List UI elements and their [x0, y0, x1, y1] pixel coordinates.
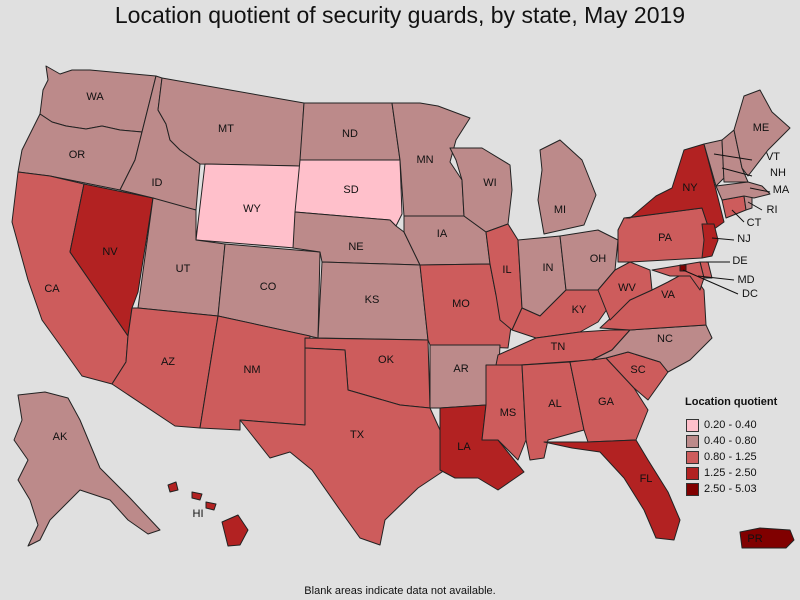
state-label-de: DE: [732, 255, 747, 267]
state-pr[interactable]: [739, 527, 795, 549]
state-nc[interactable]: [591, 324, 713, 373]
legend-label: 0.40 - 0.80: [704, 435, 757, 447]
state-label-md: MD: [737, 274, 754, 286]
state-mi[interactable]: [537, 139, 597, 235]
state-label-ri: RI: [767, 204, 778, 216]
label-callout-line: [749, 187, 771, 193]
state-ma[interactable]: [715, 181, 771, 201]
label-callout-line: [711, 237, 735, 241]
state-label-or: OR: [69, 149, 86, 161]
footnote: Blank areas indicate data not available.: [304, 585, 496, 597]
state-label-ak: AK: [53, 431, 68, 443]
state-label-nj: NJ: [737, 233, 750, 245]
legend-item: 0.40 - 0.80: [685, 433, 800, 449]
state-label-ky: KY: [572, 304, 587, 316]
state-label-vt: VT: [766, 151, 780, 163]
label-callout-line: [721, 167, 753, 177]
map-legend: Location quotient 0.20 - 0.40 0.40 - 0.80…: [685, 396, 800, 497]
state-label-tx: TX: [350, 429, 365, 441]
state-label-co: CO: [260, 281, 277, 293]
state-label-tn: TN: [551, 341, 566, 353]
state-label-dc: DC: [742, 288, 758, 300]
label-callout-line: [747, 201, 763, 211]
label-callout-line: [682, 269, 739, 295]
legend-swatch: [686, 482, 699, 496]
legend-item: 1.25 - 2.50: [685, 465, 800, 481]
state-label-al: AL: [548, 398, 561, 410]
state-label-ms: MS: [500, 407, 517, 419]
state-label-hi: HI: [193, 508, 204, 520]
state-label-pr: PR: [747, 533, 762, 545]
state-label-nh: NH: [770, 167, 786, 179]
label-callout-line: [697, 275, 735, 281]
state-label-nd: ND: [342, 128, 358, 140]
state-label-wv: WV: [618, 282, 636, 294]
state-label-nv: NV: [102, 246, 118, 258]
state-tx[interactable]: [239, 347, 446, 546]
legend-swatch: [686, 450, 699, 464]
state-label-ok: OK: [378, 354, 395, 366]
state-label-ca: CA: [44, 283, 60, 295]
state-label-in: IN: [543, 262, 554, 274]
state-label-wy: WY: [243, 203, 261, 215]
legend-label: 1.25 - 2.50: [704, 467, 757, 479]
state-nh[interactable]: [721, 129, 749, 183]
legend-swatch: [686, 418, 699, 432]
state-label-wa: WA: [86, 91, 104, 103]
state-label-mt: MT: [218, 123, 234, 135]
legend-swatch: [686, 466, 699, 480]
state-label-ct: CT: [747, 217, 762, 229]
state-label-fl: FL: [640, 473, 653, 485]
legend-swatch: [686, 434, 699, 448]
state-label-ga: GA: [598, 396, 615, 408]
state-label-ma: MA: [773, 184, 790, 196]
state-label-ks: KS: [365, 294, 380, 306]
state-label-nm: NM: [243, 364, 260, 376]
state-fl[interactable]: [543, 439, 681, 541]
state-label-id: ID: [152, 177, 163, 189]
state-label-sd: SD: [343, 184, 358, 196]
state-nj[interactable]: [701, 223, 719, 259]
state-label-ar: AR: [453, 363, 468, 375]
state-label-mn: MN: [416, 154, 433, 166]
state-label-ut: UT: [176, 263, 191, 275]
state-label-pa: PA: [658, 232, 673, 244]
legend-label: 0.80 - 1.25: [704, 451, 757, 463]
state-wv[interactable]: [597, 261, 653, 321]
state-ny[interactable]: [625, 143, 725, 233]
state-label-va: VA: [661, 289, 676, 301]
state-label-oh: OH: [590, 253, 607, 265]
legend-label: 2.50 - 5.03: [704, 483, 757, 495]
state-label-az: AZ: [161, 356, 175, 368]
state-ak[interactable]: [13, 391, 161, 547]
label-callout-line: [731, 209, 745, 223]
state-label-la: LA: [457, 441, 471, 453]
state-label-ne: NE: [348, 241, 363, 253]
state-label-wi: WI: [483, 177, 496, 189]
state-hi-island[interactable]: [167, 481, 179, 493]
state-md[interactable]: [651, 261, 705, 291]
state-label-il: IL: [502, 264, 511, 276]
legend-title: Location quotient: [685, 396, 778, 408]
state-label-me: ME: [753, 122, 770, 134]
legend-item: 0.80 - 1.25: [685, 449, 800, 465]
state-label-sc: SC: [630, 364, 645, 376]
state-hi-island[interactable]: [205, 501, 217, 511]
state-label-ia: IA: [437, 228, 448, 240]
state-me[interactable]: [733, 89, 791, 177]
legend-item: 0.20 - 0.40: [685, 417, 800, 433]
map-title: Location quotient of security guards, by…: [114, 2, 686, 28]
state-label-nc: NC: [657, 333, 673, 345]
state-label-ny: NY: [682, 182, 698, 194]
state-hi-island[interactable]: [191, 491, 203, 501]
legend-label: 0.20 - 0.40: [704, 419, 757, 431]
label-callout-line: [713, 153, 753, 161]
state-label-mo: MO: [452, 298, 470, 310]
state-mn[interactable]: [391, 102, 471, 217]
legend-item: 2.50 - 5.03: [685, 481, 800, 497]
state-ri[interactable]: [743, 195, 753, 211]
state-hi[interactable]: [221, 514, 249, 547]
state-label-mi: MI: [554, 204, 566, 216]
